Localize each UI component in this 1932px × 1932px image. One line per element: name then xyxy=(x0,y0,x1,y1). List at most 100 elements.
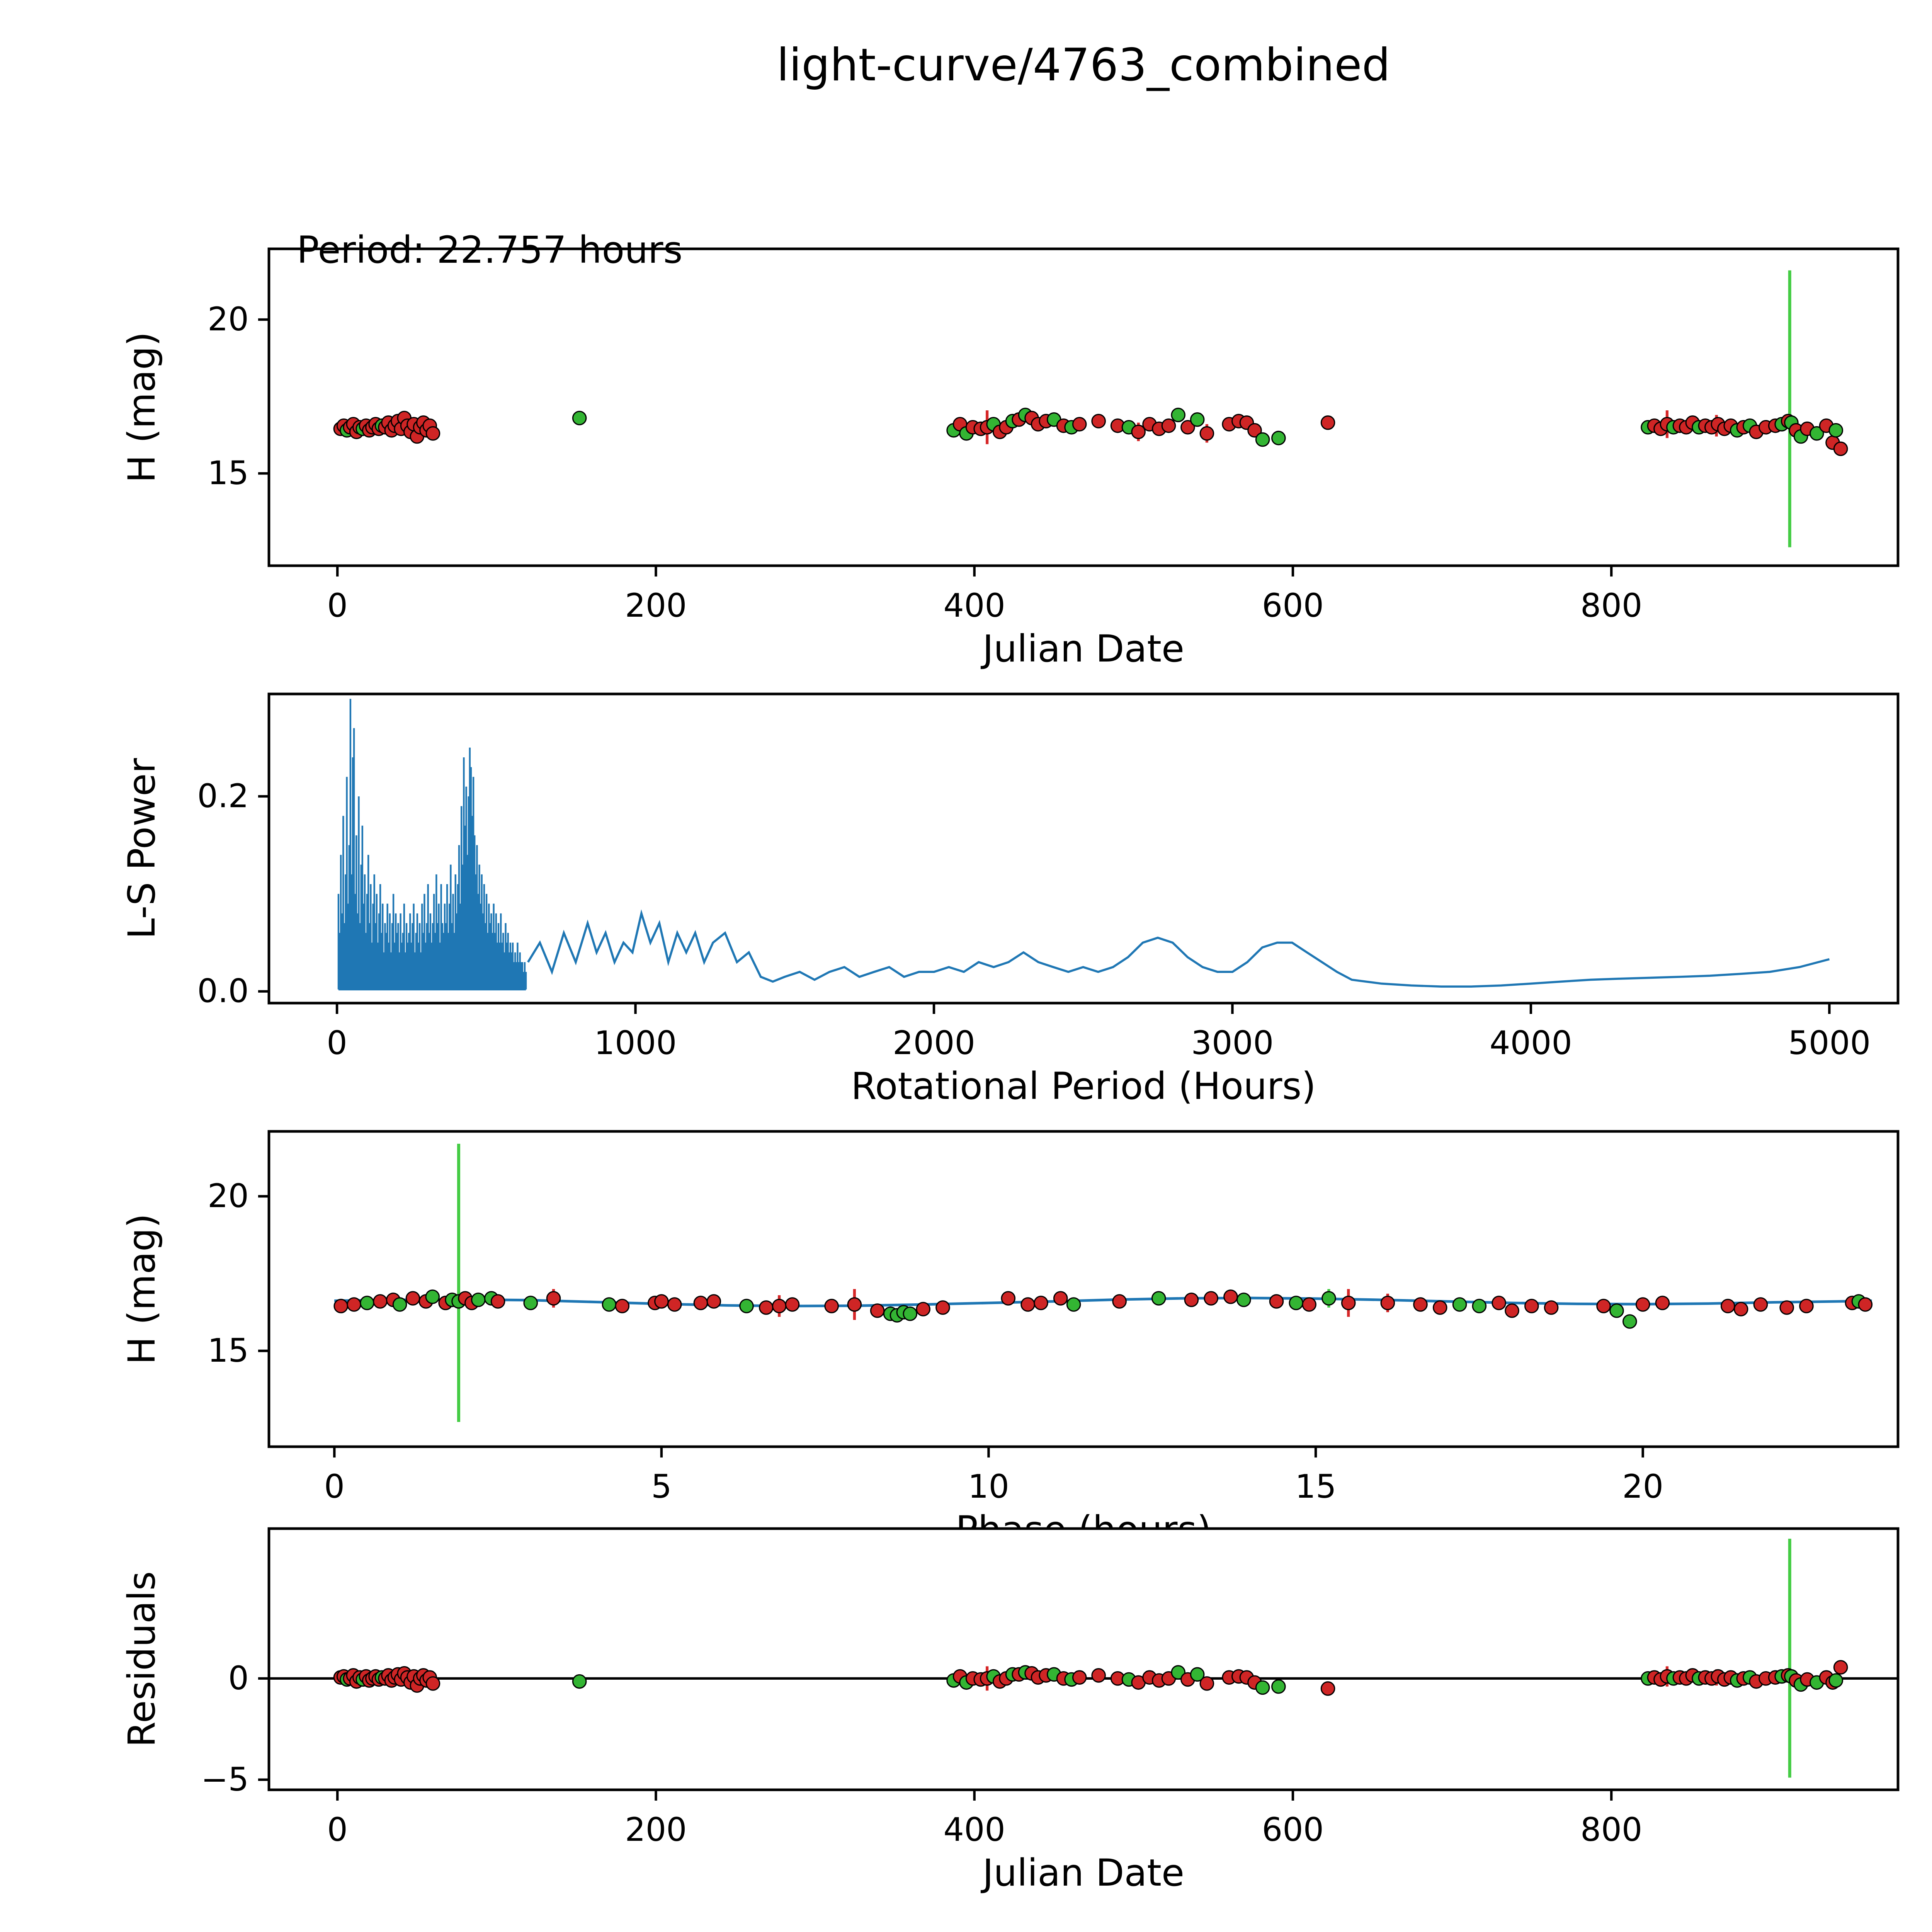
data-point xyxy=(425,1676,440,1691)
data-point xyxy=(572,1674,587,1689)
data-point xyxy=(935,1300,950,1315)
y-tick-label: 0 xyxy=(228,1659,249,1697)
data-point xyxy=(1413,1297,1428,1312)
data-point xyxy=(1091,1668,1106,1683)
data-point xyxy=(1271,1679,1286,1694)
data-point xyxy=(1833,1660,1848,1675)
data-point xyxy=(1779,1300,1794,1315)
data-point xyxy=(1733,1302,1748,1316)
data-point xyxy=(1034,1296,1048,1310)
y-axis-label: Residuals xyxy=(120,1571,163,1747)
data-point xyxy=(1452,1297,1467,1312)
axes-frame xyxy=(267,1130,1900,1448)
data-point xyxy=(739,1299,754,1313)
data-point xyxy=(1180,420,1195,435)
data-point xyxy=(870,1303,885,1318)
data-point xyxy=(1190,412,1205,427)
data-point xyxy=(1223,1289,1238,1304)
phased-lightcurve-plot xyxy=(258,1130,1900,1458)
lightcurve-vs-julian-date-plot xyxy=(258,247,1900,577)
y-axis-label: H (mag) xyxy=(120,1214,163,1365)
x-tick-label: 10 xyxy=(968,1468,1009,1505)
data-point xyxy=(1236,1293,1251,1307)
data-point xyxy=(1799,1299,1814,1313)
lomb-scargle-periodogram-plot xyxy=(258,692,1900,1014)
data-point xyxy=(1190,1667,1205,1682)
data-point xyxy=(1492,1296,1506,1310)
data-point xyxy=(847,1297,862,1312)
y-axis-label: H (mag) xyxy=(120,332,163,483)
data-point xyxy=(1753,1297,1768,1312)
data-point xyxy=(1289,1296,1304,1310)
data-point xyxy=(1247,423,1262,438)
data-point xyxy=(523,1296,538,1310)
y-tick-label: 15 xyxy=(207,454,249,492)
data-point xyxy=(373,1294,388,1309)
data-point xyxy=(824,1299,839,1313)
data-point xyxy=(471,1293,486,1307)
data-point xyxy=(1635,1297,1650,1312)
x-tick-label: 2000 xyxy=(893,1024,975,1062)
data-point xyxy=(1020,1297,1035,1312)
x-tick-label: 200 xyxy=(625,1811,687,1849)
data-point xyxy=(572,411,587,425)
data-point xyxy=(1720,1299,1735,1313)
data-point xyxy=(1320,415,1335,430)
data-point xyxy=(785,1297,800,1312)
x-tick-label: 0 xyxy=(327,587,347,624)
data-point xyxy=(1066,1297,1081,1312)
y-axis-label: L-S Power xyxy=(120,758,163,939)
x-tick-label: 800 xyxy=(1580,587,1642,624)
data-point xyxy=(1622,1314,1637,1329)
data-point xyxy=(903,1306,918,1321)
data-point xyxy=(1302,1297,1316,1312)
data-point xyxy=(1072,1670,1087,1685)
data-point xyxy=(1204,1291,1218,1306)
data-point xyxy=(347,1297,361,1312)
x-tick-label: 0 xyxy=(327,1811,347,1849)
x-tick-label: 600 xyxy=(1262,587,1324,624)
x-tick-label: 600 xyxy=(1262,1811,1324,1849)
x-tick-label: 400 xyxy=(944,1811,1005,1849)
data-point xyxy=(615,1299,630,1313)
x-axis-label: Rotational Period (Hours) xyxy=(851,1065,1316,1108)
data-point xyxy=(546,1291,561,1306)
x-axis-label: Julian Date xyxy=(981,627,1184,670)
data-point xyxy=(706,1294,721,1309)
data-point xyxy=(1544,1300,1559,1315)
y-tick-label: 0.0 xyxy=(197,972,249,1010)
x-tick-label: 1000 xyxy=(594,1024,677,1062)
data-point xyxy=(1072,417,1087,432)
x-tick-label: 5000 xyxy=(1788,1024,1871,1062)
x-tick-label: 0 xyxy=(324,1468,345,1505)
data-point xyxy=(1271,430,1286,446)
y-tick-label: 20 xyxy=(207,300,249,338)
data-point xyxy=(360,1296,374,1310)
data-point xyxy=(425,1289,440,1304)
axes-frame xyxy=(267,692,1900,1005)
y-tick-label: 0.2 xyxy=(197,777,249,815)
data-point xyxy=(667,1297,682,1312)
data-point xyxy=(1053,1291,1068,1306)
data-point xyxy=(1655,1296,1670,1310)
y-tick-label: −5 xyxy=(201,1760,249,1798)
data-point xyxy=(1828,1673,1844,1688)
data-point xyxy=(1321,1291,1336,1306)
x-tick-label: 800 xyxy=(1580,1811,1642,1849)
data-point xyxy=(1151,1291,1166,1306)
x-tick-label: 15 xyxy=(1295,1468,1337,1505)
x-tick-label: 3000 xyxy=(1191,1024,1274,1062)
data-point xyxy=(1810,426,1824,441)
data-point xyxy=(1171,1665,1186,1680)
x-tick-label: 4000 xyxy=(1490,1024,1572,1062)
data-point xyxy=(693,1296,708,1310)
data-point xyxy=(1255,1680,1270,1695)
data-point xyxy=(1341,1296,1356,1310)
data-point xyxy=(1320,1681,1335,1696)
data-point xyxy=(1255,432,1270,447)
data-point xyxy=(1828,423,1844,438)
data-point xyxy=(1184,1293,1199,1307)
data-point xyxy=(1380,1296,1395,1310)
